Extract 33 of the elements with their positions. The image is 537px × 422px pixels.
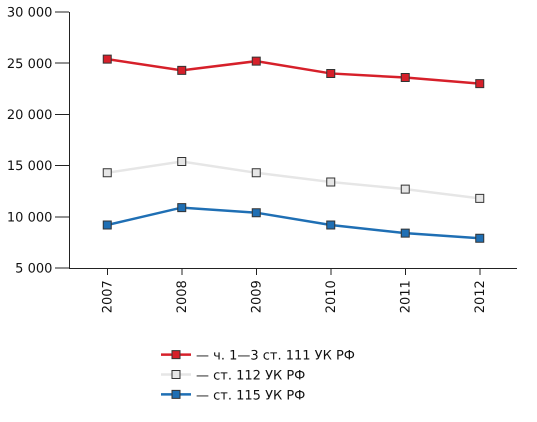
point	[177, 66, 186, 75]
x-tick-label: 2008	[174, 280, 190, 314]
point	[326, 68, 336, 78]
point	[252, 208, 261, 218]
x-tick-label: 2007	[100, 280, 116, 314]
point	[400, 184, 410, 194]
y-tick-label: 25 000	[6, 56, 52, 72]
point	[177, 157, 186, 166]
point	[102, 54, 112, 64]
x-tick-label: 2010	[324, 280, 339, 314]
point	[400, 73, 410, 82]
legend-label: — ст. 115 УК РФ	[196, 388, 306, 404]
point	[252, 168, 261, 178]
point	[252, 56, 261, 66]
point	[326, 220, 336, 230]
point	[177, 203, 186, 212]
point	[102, 168, 112, 178]
x-tick-label: 2012	[472, 280, 488, 314]
y-tick-label: 30 000	[6, 6, 52, 21]
point	[326, 177, 336, 186]
x-tick-label: 2011	[398, 280, 414, 314]
point	[475, 194, 484, 203]
y-tick-label: 10 000	[6, 210, 52, 226]
legend-label: — ст. 112 УК РФ	[196, 368, 306, 384]
y-tick-label: 15 000	[6, 159, 52, 174]
point	[475, 79, 484, 88]
x-tick-label: 2009	[249, 280, 264, 314]
point	[102, 220, 112, 230]
y-tick-label: 20 000	[6, 108, 52, 123]
legend-label: — ч. 1—3 ст. 111 УК РФ	[196, 348, 355, 364]
point	[475, 234, 484, 243]
y-tick-label: 5 000	[15, 262, 52, 277]
point	[400, 228, 410, 238]
